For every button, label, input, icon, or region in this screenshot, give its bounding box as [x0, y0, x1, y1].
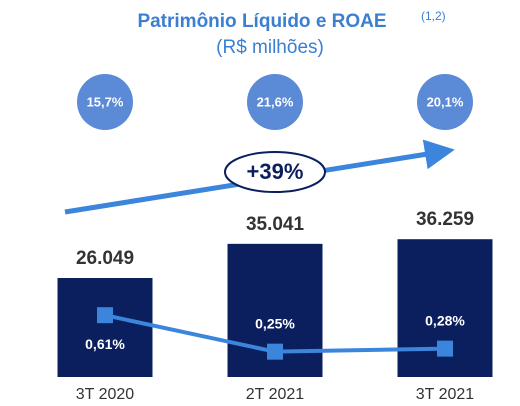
- line-value-label: 0,61%: [85, 336, 125, 352]
- bar-value-label: 36.259: [416, 209, 474, 230]
- roae-circle: [77, 74, 133, 130]
- x-tick-label: 3T 2021: [416, 386, 475, 403]
- subtitle: (R$ milhões): [216, 37, 324, 58]
- x-tick-label: 2T 2021: [246, 386, 305, 403]
- line-marker: [437, 340, 453, 357]
- bar: [57, 278, 153, 377]
- bar-value-label: 35.041: [246, 214, 305, 235]
- roae-label: 20,1%: [427, 94, 464, 109]
- roae-label: 21,6%: [257, 94, 294, 109]
- roae-label: 15,7%: [87, 94, 124, 109]
- annotation-bubble: [224, 151, 326, 193]
- x-tick-label: 3T 2020: [76, 386, 135, 403]
- annotation: +39%: [247, 159, 304, 184]
- roae-circle: [417, 74, 473, 130]
- line-marker: [97, 307, 113, 324]
- line-marker: [267, 343, 283, 360]
- bar-value-label: 26.049: [76, 248, 134, 269]
- title-note: (1,2): [421, 9, 446, 23]
- roae-circle: [247, 74, 303, 130]
- line-value-label: 0,28%: [425, 312, 465, 328]
- chart-title: Patrimônio Líquido e ROAE: [137, 11, 386, 32]
- line-value-label: 0,25%: [255, 315, 295, 331]
